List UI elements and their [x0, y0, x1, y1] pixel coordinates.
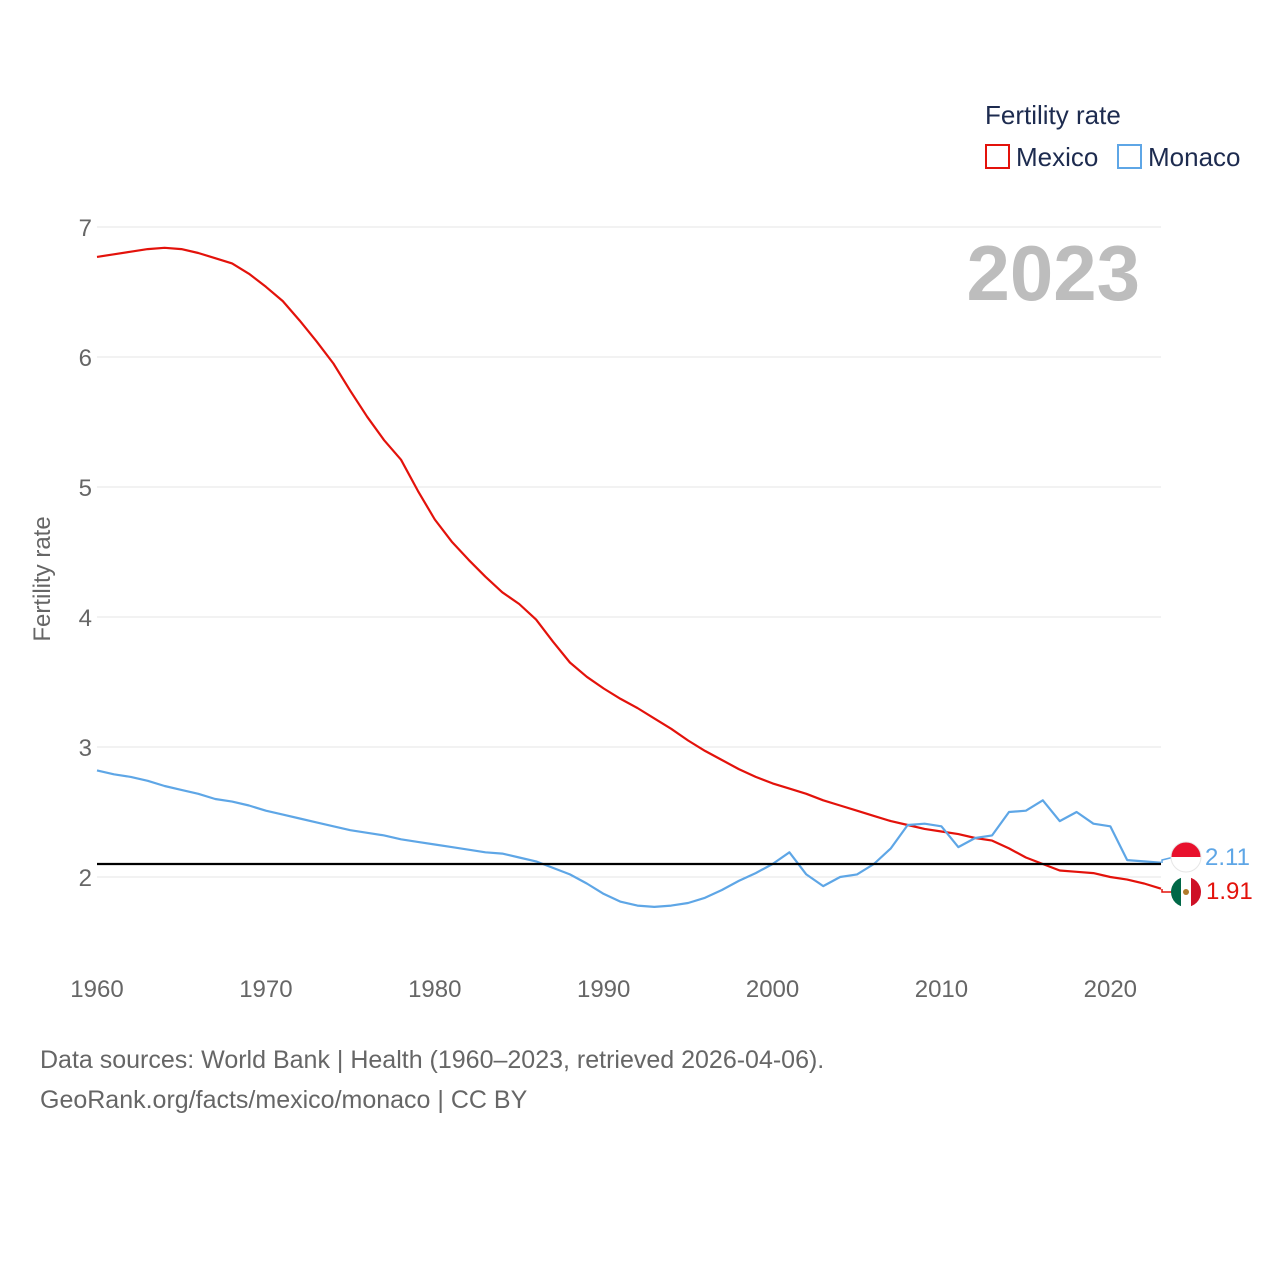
legend-swatch-monaco — [1117, 144, 1142, 169]
series-line-monaco — [96, 769, 1162, 908]
grid — [97, 226, 1161, 878]
x-axis: 1960 1970 1980 1990 2000 2010 2020 — [70, 976, 1137, 1003]
end-marker-mexico: 1.91 — [1161, 877, 1253, 907]
x-tick-label-1990: 1990 — [577, 976, 630, 1003]
mexico-end-value: 1.91 — [1206, 878, 1253, 905]
attribution-line: GeoRank.org/facts/mexico/monaco | CC BY — [40, 1086, 528, 1114]
monaco-connector — [1161, 856, 1175, 863]
series-lines — [96, 246, 1162, 908]
x-tick-label-1970: 1970 — [239, 976, 292, 1003]
legend: Fertility rate Mexico Monaco — [985, 100, 1241, 172]
mexico-connector — [1161, 889, 1172, 893]
legend-label-mexico: Mexico — [1016, 142, 1098, 172]
monaco-end-value: 2.11 — [1205, 844, 1250, 871]
series-line-mexico — [96, 246, 1162, 890]
y-axis: 2 3 4 5 6 7 — [79, 215, 92, 892]
y-tick-label-5: 5 — [79, 475, 92, 502]
y-axis-title: Fertility rate — [29, 516, 56, 641]
y-tick-label-6: 6 — [79, 345, 92, 372]
source-line: Data sources: World Bank | Health (1960–… — [40, 1046, 825, 1074]
y-tick-label-3: 3 — [79, 735, 92, 762]
y-tick-label-2: 2 — [79, 865, 92, 892]
mexico-flag-icon — [1171, 877, 1201, 907]
legend-swatch-mexico — [985, 144, 1010, 169]
x-tick-label-1960: 1960 — [70, 976, 123, 1003]
y-tick-label-7: 7 — [79, 215, 92, 242]
legend-label-monaco: Monaco — [1148, 142, 1241, 172]
x-tick-label-2020: 2020 — [1084, 976, 1137, 1003]
year-label: 2023 — [966, 229, 1140, 317]
x-tick-label-1980: 1980 — [408, 976, 461, 1003]
legend-title: Fertility rate — [985, 100, 1121, 130]
x-tick-label-2010: 2010 — [915, 976, 968, 1003]
end-marker-monaco: 2.11 — [1161, 841, 1250, 873]
y-tick-label-4: 4 — [79, 605, 92, 632]
monaco-flag-icon — [1171, 842, 1201, 872]
x-tick-label-2000: 2000 — [746, 976, 799, 1003]
